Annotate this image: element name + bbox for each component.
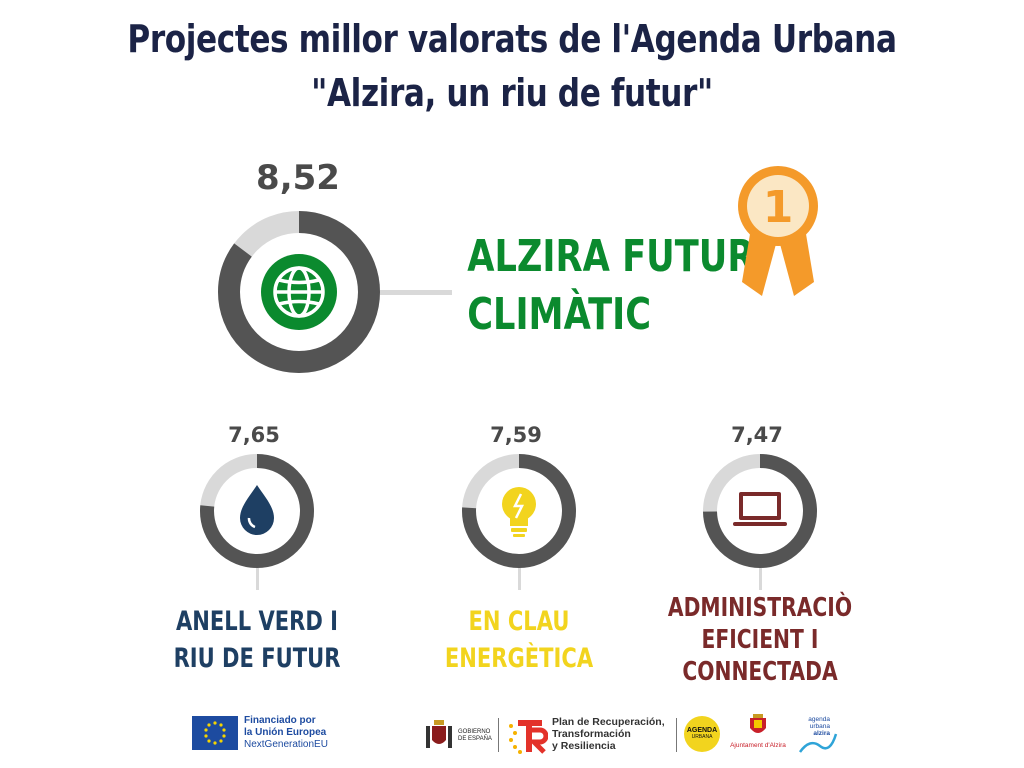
project-1-ring bbox=[200, 454, 314, 568]
eu-flag-icon bbox=[192, 716, 238, 750]
water-drop-icon bbox=[240, 485, 274, 535]
agenda-urbana-logo: AGENDA URBANA bbox=[684, 712, 724, 762]
main-label-line-1: ALZIRA FUTUR bbox=[467, 231, 755, 282]
plan-tr-icon bbox=[509, 720, 548, 754]
project-2-ring bbox=[462, 454, 576, 568]
footer-divider-2 bbox=[676, 718, 677, 752]
project-1-score: 7,65 bbox=[228, 423, 280, 447]
project-3-score: 7,47 bbox=[731, 423, 783, 447]
project-1-connector bbox=[256, 568, 259, 590]
rank-number: 1 bbox=[763, 182, 794, 233]
gobierno-text-line-2: DE ESPAÑA bbox=[458, 736, 492, 742]
river-icon bbox=[798, 733, 838, 753]
coat-of-arms-icon bbox=[426, 720, 452, 748]
gobierno-text-line-1: GOBIERNO bbox=[458, 729, 491, 735]
footer-divider bbox=[498, 718, 499, 752]
project-1-label-line-2: RIU DE FUTUR bbox=[173, 643, 341, 674]
globe-icon bbox=[261, 254, 337, 330]
main-score-ring bbox=[218, 211, 380, 373]
eu-text-line-3: NextGenerationEU bbox=[244, 739, 328, 750]
project-2-connector bbox=[518, 568, 521, 590]
main-label-line-2: CLIMÀTIC bbox=[467, 289, 652, 340]
title-line-1: Projectes millor valorats de l'Agenda Ur… bbox=[127, 17, 897, 61]
project-3-label-line-1: ADMINISTRACIÒ bbox=[667, 593, 853, 623]
au-text-line-2: urbana bbox=[809, 723, 830, 730]
project-2-score: 7,59 bbox=[490, 423, 542, 447]
plan-text-line-3: y Resiliencia bbox=[552, 740, 616, 752]
project-1-label-line-1: ANELL VERD I bbox=[175, 606, 339, 637]
gobierno-logo: GOBIERNO DE ESPAÑA bbox=[424, 712, 496, 762]
title-line-2: "Alzira, un riu de futur" bbox=[311, 71, 713, 115]
project-3-label: ADMINISTRACIÒ EFICIENT I CONNECTADA bbox=[643, 592, 877, 688]
au-text-line-3: alzira bbox=[813, 730, 830, 737]
au-text-line-1: agenda bbox=[808, 716, 830, 723]
laptop-icon bbox=[733, 492, 787, 526]
alzira-shield-icon bbox=[750, 714, 766, 733]
eu-funding-logo: Financiado por la Unión Europea NextGene… bbox=[192, 712, 352, 762]
agenda-text-line-2: URBANA bbox=[691, 734, 713, 740]
plan-text-line-1: Plan de Recuperación, bbox=[552, 716, 665, 728]
project-2-label: EN CLAU ENERGÈTICA bbox=[402, 603, 636, 677]
plan-text-line-2: Transformación bbox=[552, 728, 631, 740]
project-2-label-line-2: ENERGÈTICA bbox=[444, 643, 594, 674]
eu-text-line-2: la Unión Europea bbox=[244, 727, 327, 738]
ajuntament-alzira-logo: Ajuntament d'Alzira bbox=[726, 712, 790, 762]
main-score: 8,52 bbox=[256, 158, 340, 198]
project-2-label-line-1: EN CLAU bbox=[468, 606, 570, 637]
page-title: Projectes millor valorats de l'Agenda Ur… bbox=[92, 12, 932, 120]
ajuntament-text: Ajuntament d'Alzira bbox=[730, 742, 786, 749]
medal-icon: 1 bbox=[738, 166, 818, 296]
project-3-label-line-2: EFICIENT I bbox=[701, 625, 819, 655]
lightbulb-icon bbox=[502, 487, 536, 537]
project-3-ring bbox=[703, 454, 817, 568]
agenda-urbana-alzira-logo: agenda urbana alzira bbox=[796, 712, 840, 762]
project-3-connector bbox=[759, 568, 762, 590]
eu-text-line-1: Financiado por bbox=[244, 715, 316, 726]
main-connector-line bbox=[380, 290, 452, 295]
agenda-text-line-1: AGENDA bbox=[686, 727, 718, 734]
project-1-label: ANELL VERD I RIU DE FUTUR bbox=[140, 603, 374, 677]
plan-recuperacion-logo: Plan de Recuperación, Transformación y R… bbox=[506, 712, 676, 762]
project-3-label-line-3: CONNECTADA bbox=[682, 657, 838, 687]
main-project-label: ALZIRA FUTUR CLIMÀTIC bbox=[467, 228, 771, 344]
